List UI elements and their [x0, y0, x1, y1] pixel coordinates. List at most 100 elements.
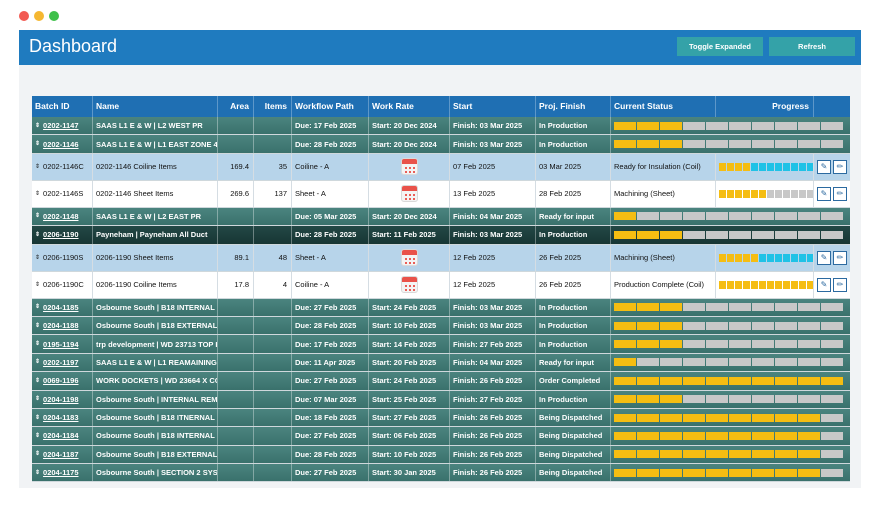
batch-row[interactable]: ⇕ 0204-1175 Osbourne South | SECTION 2 SYS…	[32, 464, 850, 483]
column-header-name[interactable]: Name	[93, 96, 218, 117]
batch-row[interactable]: ⇕ 0202-1146 SAAS L1 E & W | L1 EAST ZONE 4…	[32, 135, 850, 154]
batch-row[interactable]: ⇕ 0204-1184 Osbourne South | B18 INTERNAL …	[32, 427, 850, 446]
batch-id-cell: ⇕ 0204-1175	[32, 464, 93, 482]
edit-icon[interactable]: ✎	[817, 250, 831, 265]
column-header-items[interactable]: Items	[254, 96, 292, 117]
proj-finish-cell: Being Dispatched	[536, 408, 611, 427]
batch-id[interactable]: 0195-1194	[43, 339, 79, 349]
calendar-icon[interactable]	[400, 249, 418, 267]
progress-segment	[614, 340, 636, 349]
sort-icon[interactable]: ⇕	[35, 341, 41, 348]
sort-icon[interactable]: ⇕	[35, 322, 41, 329]
progress-segment	[775, 395, 797, 404]
progress-segment	[719, 253, 726, 262]
batch-row[interactable]: ⇕ 0204-1183 Osbourne South | B18 ITNERNAL …	[32, 408, 850, 428]
sort-icon[interactable]: ⇕	[35, 281, 41, 288]
sort-icon[interactable]: ⇕	[35, 396, 41, 403]
batch-row[interactable]: ⇕ 0202-1148 SAAS L1 E & W | L2 EAST PR Due:…	[32, 207, 850, 227]
pencil-icon[interactable]: ✏	[833, 250, 847, 265]
batch-id[interactable]: 0204-1183	[43, 413, 79, 423]
batch-id[interactable]: 0204-1175	[43, 468, 79, 478]
sort-icon[interactable]: ⇕	[35, 190, 41, 197]
proj-finish-cell: 26 Feb 2025	[536, 271, 611, 298]
progress-cell	[611, 226, 850, 243]
progress-segment	[752, 340, 774, 349]
batch-id[interactable]: 0204-1185	[43, 302, 79, 312]
batch-row[interactable]: ⇕0204-1198 Osbourne South | INTERNAL REMA…	[32, 390, 850, 409]
column-header-start[interactable]: Start	[450, 96, 536, 117]
progress-segment	[821, 376, 843, 385]
column-header-batch-id[interactable]: Batch ID	[32, 96, 93, 117]
area-cell	[218, 335, 254, 353]
sort-icon[interactable]: ⇕	[35, 163, 41, 170]
edit-icon[interactable]: ✎	[817, 186, 831, 201]
work-rate-cell	[369, 153, 450, 180]
batch-id[interactable]: 0202-1147	[43, 121, 79, 131]
item-row[interactable]: ⇕ 0206-1190S 0206-1190 Sheet Items 89.1 48 Sh…	[32, 244, 850, 272]
refresh-button[interactable]: Refresh	[769, 37, 855, 56]
item-row[interactable]: ⇕ 0206-1190C 0206-1190 Coiline Items 17.8 4 C…	[32, 271, 850, 299]
sort-icon[interactable]: ⇕	[35, 213, 41, 220]
batch-id[interactable]: 0204-1187	[43, 449, 79, 459]
sort-icon[interactable]: ⇕	[35, 377, 41, 384]
column-header-workflow-path[interactable]: Workflow Path	[292, 96, 369, 117]
column-header-progress[interactable]: Progress	[716, 96, 814, 117]
batch-row[interactable]: ⇕ 0204-1188 Osbourne South | B18 EXTERNAL …	[32, 316, 850, 336]
progress-segment	[752, 395, 774, 404]
progress-cell	[716, 180, 814, 207]
batch-id[interactable]: 0206-1190	[43, 230, 79, 240]
progress-segment	[735, 162, 742, 171]
sort-icon[interactable]: ⇕	[35, 254, 41, 261]
pencil-icon[interactable]: ✏	[833, 186, 847, 201]
start-cell: Finish: 27 Feb 2025	[450, 390, 536, 408]
close-window-dot[interactable]	[19, 11, 29, 21]
progress-segment	[752, 450, 774, 459]
toggle-expanded-button[interactable]: Toggle Expanded	[677, 37, 763, 56]
pencil-icon[interactable]: ✏	[833, 159, 847, 174]
progress-segment	[807, 162, 813, 171]
name-cell: Osbourne South | INTERNAL REMAINING	[93, 390, 218, 408]
sort-icon[interactable]: ⇕	[35, 304, 41, 311]
batch-id[interactable]: 0204-1198	[43, 394, 79, 404]
batch-row[interactable]: ⇕ 0204-1187 Osbourne South | B18 EXTERNAL …	[32, 445, 850, 465]
batch-id[interactable]: 0202-1146	[43, 139, 79, 149]
batch-id[interactable]: 0202-1197	[43, 357, 79, 367]
batch-id[interactable]: 0069-1196	[43, 376, 79, 386]
sort-icon[interactable]: ⇕	[35, 469, 41, 476]
progress-segment	[719, 162, 726, 171]
batch-row[interactable]: ⇕ 0206-1190 Payneham | Payneham All Duct Du…	[32, 226, 850, 245]
calendar-icon[interactable]	[400, 185, 418, 203]
progress-cell	[611, 135, 850, 152]
sort-icon[interactable]: ⇕	[35, 359, 41, 366]
sort-icon[interactable]: ⇕	[35, 451, 41, 458]
batch-row[interactable]: ⇕ 0204-1185 Osbourne South | B18 INTERNAL …	[32, 298, 850, 317]
edit-icon[interactable]: ✎	[817, 159, 831, 174]
item-row[interactable]: ⇕ 0202-1146C 0202-1146 Coiline Items 169.4 3…	[32, 153, 850, 181]
sort-icon[interactable]: ⇕	[35, 432, 41, 439]
calendar-icon[interactable]	[400, 158, 418, 176]
calendar-icon[interactable]	[400, 276, 418, 294]
progress-segment	[660, 121, 682, 130]
progress-segment	[729, 303, 751, 312]
sort-icon[interactable]: ⇕	[35, 122, 41, 129]
batch-id[interactable]: 0204-1184	[43, 431, 79, 441]
column-header-area[interactable]: Area	[218, 96, 254, 117]
sort-icon[interactable]: ⇕	[35, 414, 41, 421]
column-header-proj-finish[interactable]: Proj. Finish	[536, 96, 611, 117]
progress-segment	[637, 395, 659, 404]
column-header-current-status[interactable]: Current Status	[611, 96, 716, 117]
batch-id[interactable]: 0204-1188	[43, 321, 79, 331]
sort-icon[interactable]: ⇕	[35, 141, 41, 148]
sort-icon[interactable]: ⇕	[35, 231, 41, 238]
pencil-icon[interactable]: ✏	[833, 277, 847, 292]
batch-id[interactable]: 0202-1148	[43, 211, 79, 221]
batch-row[interactable]: ⇕ 0202-1147 SAAS L1 E & W | L2 WEST PR Due:…	[32, 117, 850, 136]
edit-icon[interactable]: ✎	[817, 277, 831, 292]
batch-row[interactable]: ⇕ 0195-1194 trp development | WD 23713 TOP…	[32, 335, 850, 354]
item-row[interactable]: ⇕ 0202-1146S 0202-1146 Sheet Items 269.6 137…	[32, 180, 850, 208]
maximize-window-dot[interactable]	[49, 11, 59, 21]
batch-row[interactable]: ⇕ 0202-1197 SAAS L1 E & W | L1 REAMAINING …	[32, 353, 850, 373]
column-header-work-rate[interactable]: Work Rate	[369, 96, 450, 117]
minimize-window-dot[interactable]	[34, 11, 44, 21]
